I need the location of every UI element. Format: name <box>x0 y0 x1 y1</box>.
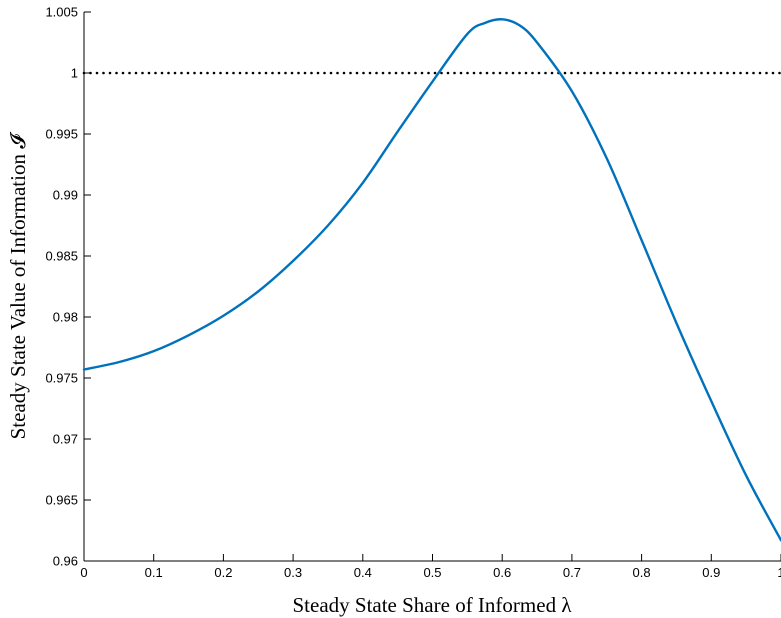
x-tick-label: 0.9 <box>702 565 720 580</box>
x-tick-label: 0.4 <box>354 565 372 580</box>
x-tick-label: 0.6 <box>493 565 511 580</box>
y-tick-label: 0.995 <box>45 127 78 142</box>
x-tick-label: 0.2 <box>214 565 232 580</box>
ticks: 0 0.1 0.2 0.3 0.4 0.5 0.6 0.7 0.8 0.9 1 0.96 0.965 0.… <box>45 5 781 581</box>
y-tick-label: 0.97 <box>53 432 78 447</box>
y-tick-label: 1 <box>71 66 78 81</box>
y-tick-label: 0.965 <box>45 493 78 508</box>
series-line <box>84 19 781 540</box>
x-tick-label: 0.1 <box>145 565 163 580</box>
y-axis-label: Steady State Value of Information 𝓘 <box>6 132 30 440</box>
y-tick-label: 1.005 <box>45 5 78 20</box>
x-axis-label: Steady State Share of Informed λ <box>292 593 572 617</box>
x-tick-label: 0.7 <box>563 565 581 580</box>
y-tick-label: 0.99 <box>53 188 78 203</box>
y-tick-label: 0.98 <box>53 310 78 325</box>
y-tick-label: 0.985 <box>45 249 78 264</box>
x-tick-label: 1 <box>777 565 781 580</box>
plot-area <box>84 19 781 540</box>
y-tick-label: 0.96 <box>53 554 78 569</box>
axes <box>84 12 781 561</box>
x-tick-label: 0 <box>80 565 87 580</box>
y-tick-label: 0.975 <box>45 371 78 386</box>
x-tick-label: 0.5 <box>423 565 441 580</box>
x-tick-label: 0.8 <box>633 565 651 580</box>
x-tick-label: 0.3 <box>284 565 302 580</box>
